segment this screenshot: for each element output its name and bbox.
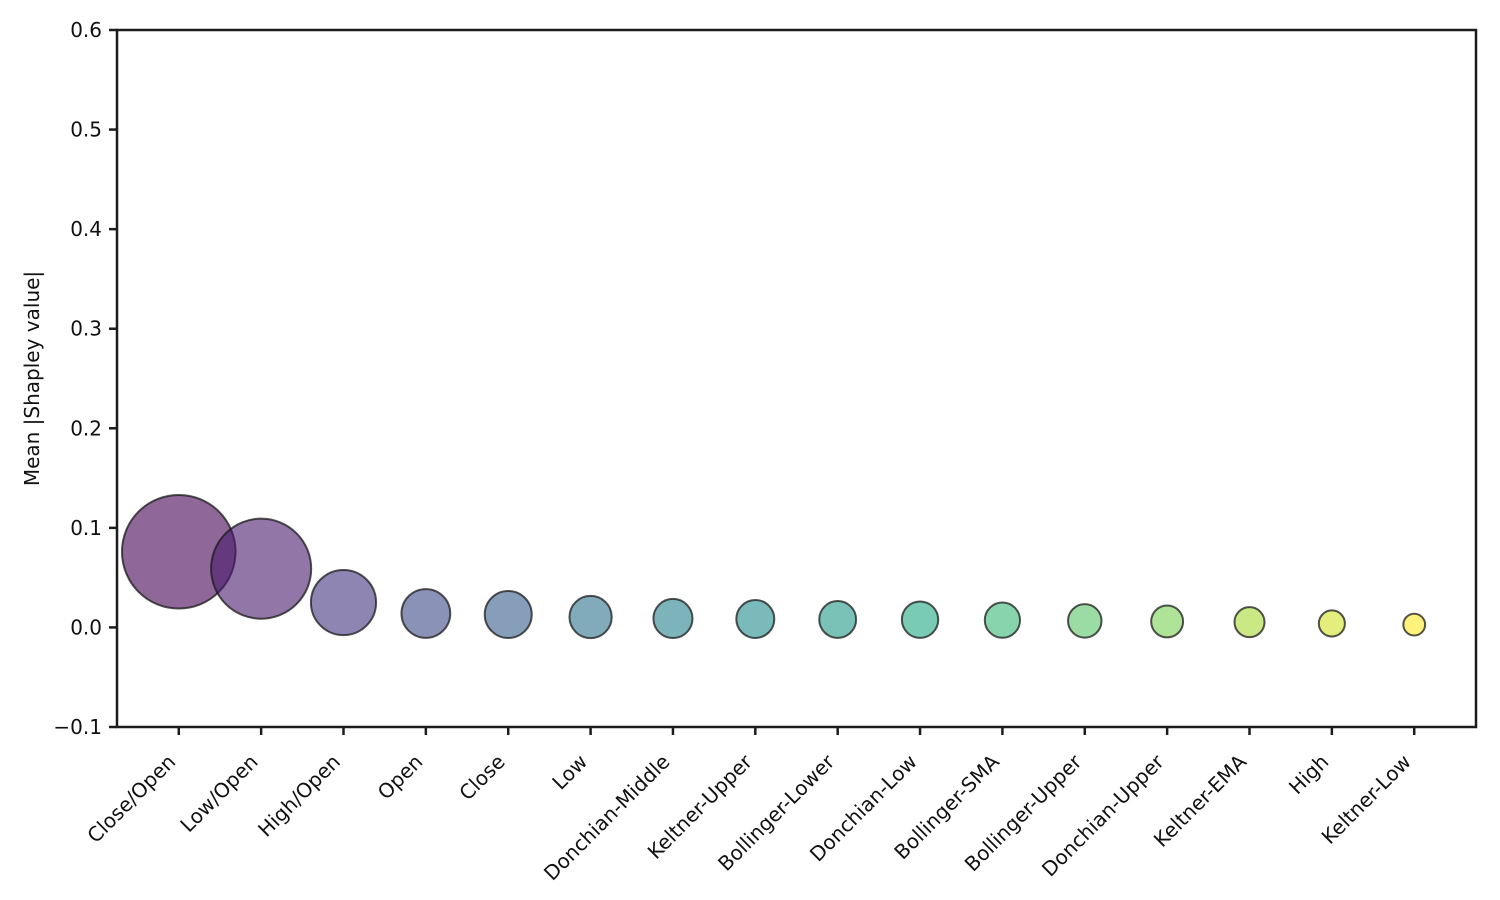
y-tick-label-0.2: 0.2 <box>70 416 102 440</box>
y-tick-label-0.0: 0.0 <box>70 615 102 639</box>
y-tick-label-0.1: 0.1 <box>70 516 102 540</box>
bubble-bollinger-sma <box>983 601 1022 639</box>
bubble-bollinger-upper <box>1067 603 1103 639</box>
x-tick-label-close: Close <box>454 750 509 805</box>
plot-border <box>115 28 1478 729</box>
x-tick-label-low-open: Low/Open <box>175 750 262 837</box>
bubble-keltner-low <box>1402 612 1427 637</box>
y-tick-label-0.4: 0.4 <box>70 217 102 241</box>
y-axis-label: Mean |Shapley value| <box>20 271 44 486</box>
bubble-bollinger-lower <box>818 600 858 639</box>
bubble-donchian-low <box>900 600 940 639</box>
bubble-donchian-upper <box>1150 604 1185 639</box>
x-tick-label-high: High <box>1284 750 1333 799</box>
bubble-open <box>400 588 452 639</box>
y-tick-label-0.3: 0.3 <box>70 317 102 341</box>
x-tick-label-high-open: High/Open <box>253 750 345 842</box>
bubble-keltner-upper <box>735 598 776 639</box>
bubble-close <box>483 589 533 639</box>
x-tick-label-close-open: Close/Open <box>82 750 180 848</box>
bubble-donchian-middle <box>652 597 694 640</box>
x-tick-label-keltner-low: Keltner-Low <box>1317 750 1416 849</box>
x-tick-label-open: Open <box>373 750 428 805</box>
y-tick-label-neg-0.1: −0.1 <box>53 715 102 739</box>
bubble-high <box>1317 609 1346 638</box>
bubble-low <box>568 594 613 640</box>
bubble-high-open <box>309 568 378 637</box>
y-tick-label-0.5: 0.5 <box>70 118 102 142</box>
y-tick-label-0.6: 0.6 <box>70 18 102 42</box>
x-tick-label-low: Low <box>547 750 592 795</box>
bubble-low-open <box>210 517 313 620</box>
bubble-keltner-ema <box>1233 606 1266 639</box>
